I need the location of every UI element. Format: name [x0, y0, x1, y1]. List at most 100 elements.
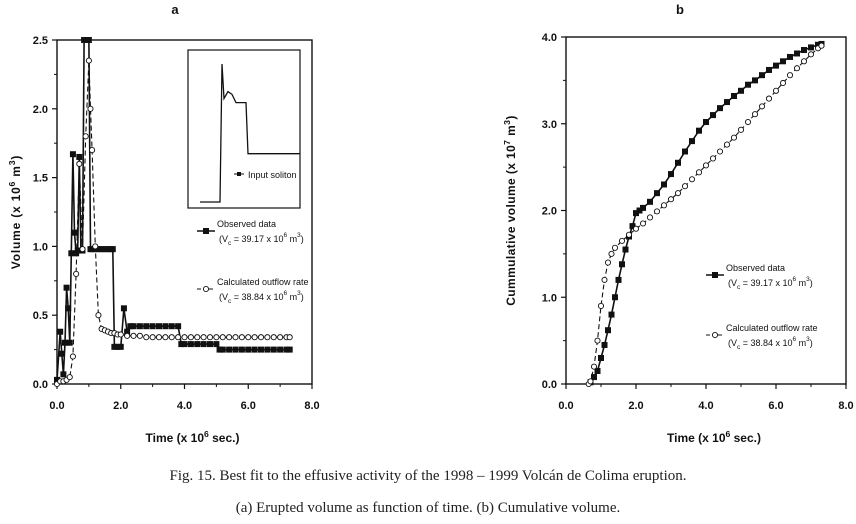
data-point-calculated [124, 332, 131, 339]
y-tick-label: 1.0 [33, 241, 48, 253]
data-point-observed [598, 354, 604, 361]
data-point-calculated [149, 334, 156, 341]
data-point-observed [105, 246, 111, 253]
data-point-calculated [92, 243, 99, 250]
data-point-observed [647, 198, 653, 205]
data-point-calculated [632, 225, 640, 232]
data-point-calculated [653, 208, 661, 215]
data-point-observed [124, 328, 131, 335]
data-point-observed [187, 341, 194, 348]
data-point-observed [286, 346, 293, 353]
data-point-observed [608, 311, 615, 318]
x-tick-label: 4.0 [177, 400, 192, 412]
y-tick-label: 2.5 [33, 35, 48, 47]
data-point-observed [60, 371, 67, 378]
data-point-calculated [168, 334, 175, 341]
data-point-calculated [716, 148, 724, 155]
data-point-observed [127, 323, 134, 330]
data-point-observed [668, 171, 674, 178]
data-point-observed [615, 276, 622, 283]
data-point-observed [601, 341, 608, 348]
y-axis-label: Cummulative volume (x 107 m3) [502, 115, 518, 306]
data-point-observed [69, 151, 76, 158]
data-point-calculated [245, 334, 252, 341]
y-tick-label: 3.0 [542, 119, 557, 131]
legend-label: Calculated outflow rate [726, 323, 818, 333]
data-point-calculated [219, 334, 226, 341]
data-point-calculated [587, 378, 594, 385]
data-point-observed [629, 223, 636, 230]
data-point-calculated [251, 334, 258, 341]
data-point-observed [270, 346, 277, 353]
data-point-calculated [695, 169, 703, 176]
data-point-calculated [136, 332, 143, 339]
data-point-observed [114, 343, 121, 350]
data-point-calculated [286, 334, 293, 341]
data-point-observed [633, 210, 639, 217]
data-point-observed [101, 246, 108, 253]
data-point-observed [277, 346, 284, 353]
data-point-observed [175, 323, 182, 330]
data-point-observed [162, 323, 169, 330]
data-point-calculated [155, 334, 163, 341]
data-point-calculated [226, 334, 233, 341]
series-line-calculated [588, 45, 822, 385]
data-point-calculated [818, 42, 825, 49]
data-point-calculated [95, 312, 102, 319]
data-point-calculated [590, 363, 598, 370]
data-point-calculated [667, 196, 675, 203]
data-point-observed [594, 367, 601, 374]
data-point-calculated [130, 332, 137, 339]
data-point-calculated [786, 72, 794, 79]
data-point-observed [200, 341, 207, 348]
data-point-observed [752, 77, 758, 84]
data-point-observed [89, 246, 96, 253]
data-point-observed [194, 341, 201, 348]
x-tick-label: 8.0 [838, 400, 853, 412]
data-point-calculated [737, 126, 745, 133]
data-point-calculated [89, 147, 96, 154]
figure-caption-line1: Fig. 15. Best fit to the effusive activi… [169, 468, 687, 484]
data-point-observed [95, 246, 102, 253]
inset-plot: Input soliton [187, 49, 301, 209]
data-point-calculated [69, 353, 76, 360]
legend-marker [202, 285, 210, 293]
data-point-observed [98, 246, 105, 253]
data-point-calculated [194, 334, 201, 341]
y-tick-label: 2.0 [542, 206, 557, 218]
data-point-observed [156, 323, 162, 330]
data-point-calculated [270, 334, 277, 341]
chart-panel-a: a 0.0 2.0 4.0 6.0 8.0 0.0 0.5 1.0 1.5 2.0 2.5 Time (… [7, 2, 320, 445]
data-point-calculated [674, 190, 682, 197]
data-point-calculated [723, 141, 731, 148]
data-point-observed [181, 341, 188, 348]
x-tick-label: 0.0 [49, 400, 64, 412]
data-point-calculated [264, 334, 271, 341]
data-point-calculated [730, 134, 738, 141]
data-point-observed [117, 343, 124, 350]
data-point-observed [168, 323, 175, 330]
data-point-observed [591, 374, 597, 381]
data-point-observed [58, 350, 65, 357]
data-point-observed [780, 58, 786, 65]
legend-value: (Vc = 38.84 x 106 m3) [219, 290, 304, 305]
data-point-calculated [779, 79, 787, 87]
data-point-observed [130, 323, 137, 330]
data-point-observed [622, 246, 629, 253]
y-tick-label: 1.5 [33, 173, 48, 185]
data-point-calculated [232, 334, 239, 341]
data-point-observed [238, 346, 245, 353]
data-point-calculated [702, 162, 710, 169]
data-point-observed [178, 341, 185, 348]
x-axis-label: Time (x 106 sec.) [667, 429, 761, 445]
data-point-calculated [181, 334, 188, 341]
x-tick-label: 0.0 [558, 400, 573, 412]
data-point-calculated [688, 176, 696, 183]
data-point-observed [245, 346, 252, 353]
data-point-observed [738, 87, 744, 94]
data-point-calculated [85, 57, 92, 64]
data-point-calculated [800, 58, 808, 65]
data-point-calculated [793, 65, 801, 72]
data-point-calculated [238, 334, 245, 341]
data-point-observed [207, 341, 213, 348]
